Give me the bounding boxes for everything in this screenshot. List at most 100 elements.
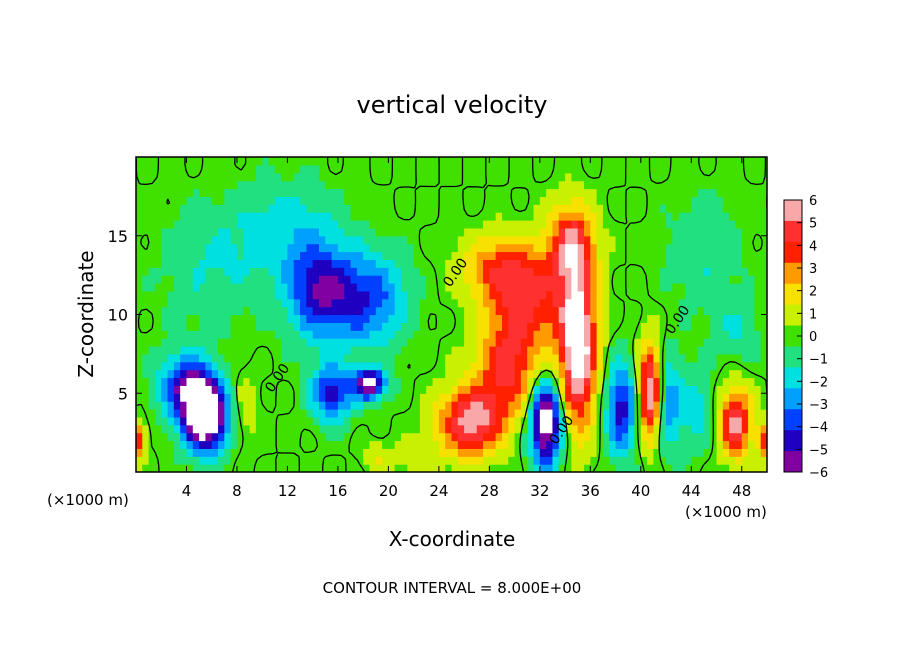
heat-cell (489, 338, 497, 347)
heat-cell (653, 416, 661, 426)
heat-cell (546, 322, 554, 331)
heat-cell (615, 227, 623, 237)
heat-cell (647, 409, 655, 418)
heat-cell (729, 188, 737, 197)
heat-cell (438, 220, 446, 229)
heat-cell (703, 290, 711, 300)
heat-cell (748, 322, 755, 331)
heat-cell (571, 346, 579, 355)
heat-cell (640, 251, 648, 260)
heat-cell (501, 314, 509, 323)
heat-cell (394, 204, 402, 213)
heat-cell (243, 409, 251, 418)
colorbar-swatch (784, 388, 802, 410)
heat-cell (483, 440, 490, 449)
heat-cell (363, 314, 371, 323)
heat-cell (729, 456, 737, 465)
heat-cell (615, 164, 623, 174)
heat-cell (703, 314, 711, 323)
heat-cell (451, 330, 459, 339)
heat-cell (470, 204, 478, 213)
x-tick-label: 4 (182, 482, 192, 500)
heat-cell (558, 330, 566, 339)
heat-cell (508, 180, 516, 190)
heat-cell (691, 432, 699, 442)
heat-cell (470, 338, 478, 347)
heat-cell (268, 456, 276, 465)
heat-cell (754, 377, 762, 386)
heat-cell (350, 259, 358, 268)
heat-cell (369, 157, 377, 166)
heat-cell (684, 172, 692, 182)
heat-cell (419, 259, 427, 268)
heat-cell (666, 330, 673, 339)
heat-cell (464, 464, 472, 472)
heat-cell (211, 416, 219, 426)
heat-cell (697, 290, 705, 300)
heat-cell (255, 432, 263, 442)
heat-cell (634, 464, 642, 472)
heat-cell (464, 204, 472, 213)
heat-cell (142, 456, 150, 465)
heat-cell (684, 196, 692, 205)
heat-cell (413, 188, 421, 197)
heat-cell (300, 267, 307, 276)
heat-cell (136, 377, 143, 386)
heat-cell (262, 220, 270, 229)
heat-cell (634, 172, 642, 182)
heat-cell (306, 275, 314, 284)
heat-cell (356, 259, 364, 268)
heat-cell (407, 456, 415, 465)
heat-cell (268, 377, 276, 386)
heat-cell (401, 346, 408, 355)
heat-cell (173, 188, 181, 197)
heat-cell (672, 330, 680, 339)
heat-cell (224, 401, 232, 410)
heat-cell (337, 227, 345, 237)
heat-cell (255, 330, 263, 339)
heat-cell (716, 361, 724, 371)
heat-cell (293, 227, 301, 237)
heat-cell (255, 220, 263, 229)
heat-cell (230, 393, 238, 402)
heat-cell (703, 416, 711, 426)
heat-cell (331, 243, 339, 253)
heat-cell (533, 416, 541, 426)
heat-cell (432, 220, 440, 229)
heat-cell (281, 369, 289, 379)
heat-cell (501, 298, 509, 308)
heat-cell (678, 306, 686, 316)
heat-cell (527, 196, 535, 205)
heat-cell (293, 322, 301, 331)
heat-cell (154, 377, 162, 386)
heat-cell (154, 361, 162, 371)
heat-cell (154, 322, 162, 331)
heat-cell (527, 227, 535, 237)
heat-cell (413, 464, 421, 472)
heat-cell (388, 448, 396, 457)
heat-cell (729, 409, 737, 418)
heat-cell (552, 432, 560, 442)
heat-cell (363, 456, 371, 465)
heat-cell (211, 283, 219, 292)
heat-cell (192, 180, 200, 190)
heat-cell (609, 157, 617, 166)
heat-cell (438, 180, 446, 190)
heat-cell (577, 283, 585, 292)
heat-cell (331, 235, 339, 245)
heat-cell (274, 172, 282, 182)
heat-cell (722, 243, 730, 253)
heat-cell (760, 361, 767, 371)
heat-cell (236, 322, 244, 331)
heat-cell (495, 204, 503, 213)
heat-cell (495, 440, 503, 449)
heat-cell (464, 409, 472, 418)
heat-cell (268, 290, 276, 300)
heat-cell (489, 204, 497, 213)
heat-cell (445, 416, 453, 426)
heat-cell (268, 298, 276, 308)
heat-cell (306, 424, 314, 434)
heat-cell (621, 306, 629, 316)
heat-cell (318, 251, 326, 260)
heat-cell (584, 416, 591, 426)
